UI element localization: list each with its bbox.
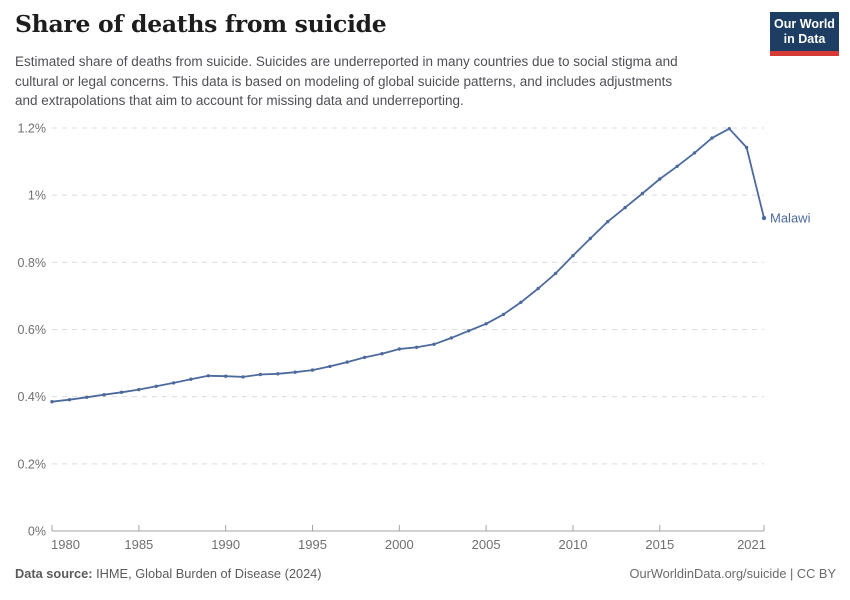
data-point[interactable] — [310, 368, 315, 372]
data-point[interactable] — [206, 374, 210, 378]
data-point[interactable] — [640, 191, 645, 196]
data-point[interactable] — [328, 364, 332, 369]
data-point[interactable] — [449, 336, 454, 340]
data-point[interactable] — [345, 360, 349, 364]
line-chart-canvas[interactable]: 0% 0.2% 0.4% 0.6% 0.8% 1% 1.2% 1980 1985 1990 1995… — [0, 110, 850, 566]
data-point[interactable] — [553, 271, 558, 276]
data-point[interactable] — [102, 393, 106, 397]
owid-logo[interactable]: Our World in Data — [770, 12, 839, 56]
end-point[interactable] — [761, 215, 767, 221]
data-point[interactable] — [623, 205, 627, 210]
data-line[interactable] — [51, 127, 765, 403]
data-point[interactable] — [415, 345, 419, 349]
data-point[interactable] — [606, 220, 610, 224]
subtitle-line: Estimated share of deaths from suicide. … — [15, 54, 678, 69]
x-axis-tick-label: 2015 — [645, 537, 674, 552]
page-title: Share of deaths from suicide — [15, 10, 387, 38]
data-point[interactable] — [432, 342, 436, 346]
data-point[interactable] — [171, 381, 176, 385]
data-point[interactable] — [224, 374, 228, 378]
data-point[interactable] — [154, 384, 158, 388]
data-source-value: IHME, Global Burden of Disease (2024) — [92, 566, 322, 581]
x-axis-tick-label: 1985 — [124, 537, 153, 552]
data-point[interactable] — [85, 395, 89, 399]
x-axis-tick-label: 1990 — [211, 537, 240, 552]
data-point[interactable] — [119, 390, 124, 394]
data-point[interactable] — [467, 329, 471, 333]
x-axis-tick-label: 2005 — [472, 537, 501, 552]
data-point[interactable] — [744, 145, 749, 150]
y-axis-tick-label: 1% — [28, 189, 46, 203]
data-source: Data source: IHME, Global Burden of Dise… — [15, 566, 322, 581]
data-point[interactable] — [536, 286, 540, 291]
data-point[interactable] — [67, 398, 72, 402]
data-point[interactable] — [571, 253, 575, 258]
data-point[interactable] — [675, 164, 679, 168]
data-point[interactable] — [276, 372, 280, 376]
data-point[interactable] — [658, 177, 662, 181]
data-point[interactable] — [380, 352, 384, 356]
y-axis-tick-label: 0.2% — [18, 457, 47, 471]
credit-link[interactable]: OurWorldinData.org/suicide | CC BY — [629, 566, 837, 581]
chart-footer: Data source: IHME, Global Burden of Dise… — [15, 566, 836, 581]
data-point[interactable] — [241, 375, 245, 379]
data-point[interactable] — [501, 312, 506, 317]
data-point[interactable] — [189, 377, 193, 381]
x-axis-tick-label: 2021 — [737, 537, 766, 552]
series-end-label: Malawi — [770, 211, 811, 226]
data-point[interactable] — [137, 387, 141, 392]
data-point[interactable] — [588, 236, 592, 241]
data-point[interactable] — [692, 151, 697, 155]
data-point[interactable] — [362, 355, 367, 360]
x-axis-tick-label: 2000 — [385, 537, 414, 552]
data-point[interactable] — [258, 372, 263, 377]
subtitle-line: cultural or legal concerns. This data is… — [15, 73, 673, 89]
x-axis-tick-label: 1980 — [51, 537, 80, 552]
y-axis-tick-label: 0% — [28, 525, 46, 539]
y-axis-tick-label: 0.8% — [18, 256, 47, 270]
x-axis-tick-label: 2010 — [559, 537, 588, 552]
data-point[interactable] — [519, 300, 523, 304]
chart-subtitle: Estimated share of deaths from suicide. … — [15, 52, 678, 111]
data-point[interactable] — [50, 400, 54, 404]
subtitle-line: and extrapolations that aim to account f… — [15, 93, 464, 108]
data-point[interactable] — [397, 347, 401, 351]
data-point[interactable] — [710, 136, 714, 140]
owid-logo-line2: in Data — [783, 32, 826, 46]
y-axis-tick-label: 0.6% — [18, 323, 47, 337]
owid-logo-line1: Our World — [774, 17, 835, 31]
data-source-label: Data source: — [15, 566, 93, 581]
y-axis-tick-label: 1.2% — [18, 122, 47, 136]
y-axis-tick-label: 0.4% — [18, 390, 47, 404]
x-axis-tick-label: 1995 — [298, 537, 327, 552]
data-point[interactable] — [727, 127, 731, 131]
data-point[interactable] — [293, 370, 297, 374]
data-point[interactable] — [484, 322, 488, 326]
